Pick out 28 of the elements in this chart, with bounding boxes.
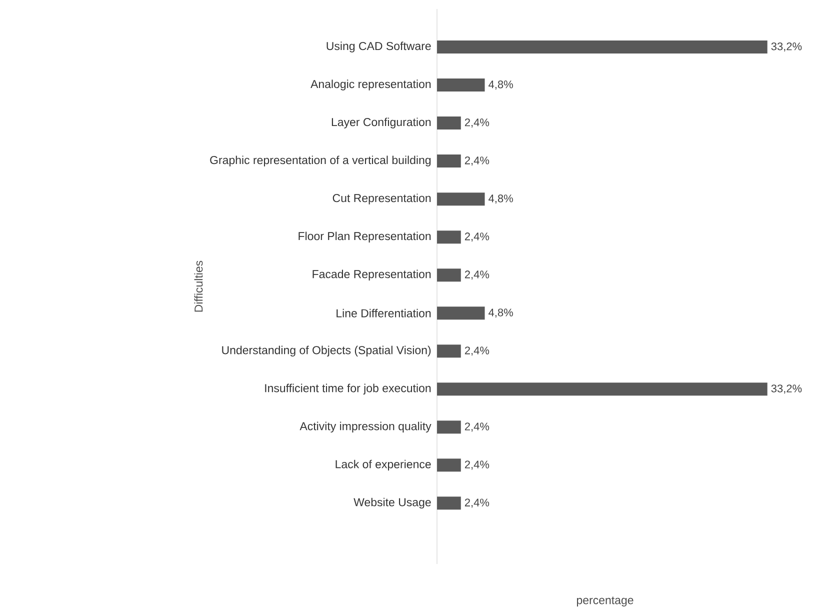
y-tick-label: Analogic representation: [310, 80, 431, 90]
y-tick-label: Line Differentiation: [336, 308, 431, 318]
y-tick-label: Lack of experience: [336, 460, 431, 471]
y-tick-label: Graphic representation of a vertical building: [210, 156, 431, 166]
data-label: 2,4%: [464, 270, 490, 280]
data-label: 2,4%: [464, 232, 490, 242]
x-axis-title: percentage: [576, 596, 634, 606]
data-label: 33,2%: [771, 384, 802, 394]
data-label: 33,2%: [771, 42, 802, 52]
y-tick-label: Cut Representation: [332, 194, 431, 204]
data-label: 4,8%: [488, 308, 513, 318]
y-tick-label: Layer Configuration: [332, 118, 431, 128]
y-tick-label: Activity impression quality: [300, 422, 432, 433]
data-label: 2,4%: [464, 460, 490, 470]
y-tick-label: Website Usage: [354, 498, 431, 509]
y-tick-label: Insufficient time for job execution: [265, 384, 431, 395]
y-axis-title: Difficulties: [194, 260, 203, 312]
data-label: 2,4%: [464, 346, 490, 356]
y-tick-label: Facade Representation: [312, 270, 431, 280]
data-label: 2,4%: [464, 422, 490, 432]
data-label: 2,4%: [464, 118, 490, 128]
y-tick-label: Floor Plan Representation: [298, 232, 431, 242]
data-label: 4,8%: [488, 194, 513, 204]
data-label: 2,4%: [464, 498, 490, 508]
y-tick-label: Using CAD Software: [326, 42, 431, 52]
data-label: 4,8%: [488, 80, 513, 90]
data-label: 2,4%: [464, 156, 490, 166]
y-tick-label: Understanding of Objects (Spatial Vision): [222, 346, 431, 356]
